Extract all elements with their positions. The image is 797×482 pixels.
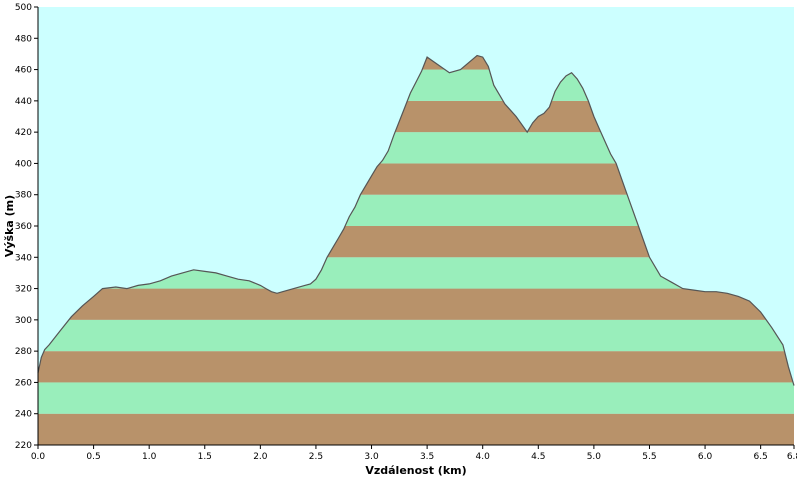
y-tick-label: 260 (15, 378, 32, 388)
x-axis-title: Vzdálenost (km) (365, 464, 466, 477)
x-tick-label: 1.0 (142, 452, 157, 462)
y-tick-label: 220 (15, 441, 32, 451)
x-tick-label: 6.5 (753, 452, 767, 462)
y-tick-label: 420 (15, 128, 32, 138)
y-tick-label: 380 (15, 191, 32, 201)
y-tick-label: 480 (15, 34, 32, 44)
elevation-band (38, 351, 794, 383)
x-tick-label: 3.0 (364, 452, 379, 462)
elevation-band (38, 413, 794, 445)
elevation-band (38, 288, 794, 320)
y-tick-label: 360 (15, 222, 32, 232)
x-tick-label: 1.5 (198, 452, 212, 462)
x-tick-label: 4.0 (476, 452, 491, 462)
y-tick-label: 400 (15, 159, 32, 169)
x-tick-label: 5.5 (642, 452, 656, 462)
y-tick-label: 320 (15, 285, 32, 295)
x-tick-label: 0.5 (86, 452, 100, 462)
y-tick-label: 500 (15, 3, 32, 13)
x-tick-label: 6.8 (787, 452, 797, 462)
x-tick-label: 3.5 (420, 452, 434, 462)
y-axis-title: Výška (m) (3, 195, 16, 257)
elevation-band (38, 319, 794, 352)
x-tick-label: 2.5 (309, 452, 323, 462)
x-tick-label: 4.5 (531, 452, 545, 462)
y-tick-label: 240 (15, 410, 32, 420)
x-tick-label: 6.0 (698, 452, 713, 462)
y-tick-label: 440 (15, 97, 32, 107)
y-tick-label: 300 (15, 316, 32, 326)
x-tick-label: 2.0 (253, 452, 268, 462)
elevation-band (38, 382, 794, 414)
y-tick-label: 460 (15, 66, 32, 76)
x-tick-label: 5.0 (587, 452, 602, 462)
elevation-profile-line (37, 54, 795, 386)
x-tick-label: 0.0 (31, 452, 46, 462)
y-tick-label: 340 (15, 253, 32, 263)
y-tick-label: 280 (15, 347, 32, 357)
axes: 220 240 260 280 300 320 340 360 380 400 420 440 460 4… (15, 3, 797, 462)
